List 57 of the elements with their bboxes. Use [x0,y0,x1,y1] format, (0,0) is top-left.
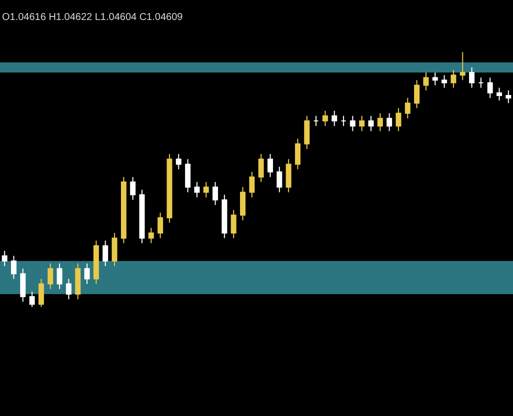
candlestick [286,158,292,193]
candlestick [432,72,438,86]
candlestick [120,176,126,244]
candlestick [240,186,246,221]
candlestick [230,210,236,239]
candlestick [423,72,429,91]
candlestick [377,112,383,132]
candlestick [304,115,310,150]
candlestick [404,98,410,119]
candlestick [313,115,319,127]
candlestick [29,291,35,308]
candlestick [139,189,145,244]
candlestick [396,108,402,132]
candlestick [268,154,273,178]
candlestick [75,263,81,300]
candlestick [84,263,90,284]
candlestick [222,194,228,239]
candlestick [350,115,356,132]
candlestick [469,66,475,88]
candlestick [478,77,484,88]
candlestick [93,240,99,284]
candlestick [158,212,164,239]
candlestick [276,166,282,193]
candlestick [203,182,209,198]
candlestick [332,110,338,127]
candlestick [442,74,448,88]
candlestick [496,87,502,102]
candlestick [56,263,62,290]
candlestick [506,90,512,104]
candlestick [212,182,218,206]
candlestick [66,278,72,300]
candlestick [102,240,108,267]
candlestick [185,158,191,193]
candlestick [112,232,118,267]
candlestick [130,176,136,200]
candlestick [460,52,466,81]
candlestick [20,268,26,302]
candlestick [450,69,456,88]
candlestick [2,250,8,267]
candlestick [414,80,420,109]
candlestick [294,138,300,170]
candlestick [249,171,255,198]
candlestick [386,112,392,132]
candlestick [340,115,346,127]
candlestick [258,154,264,183]
candlestick [487,77,493,98]
candlestick [322,110,328,127]
candlestick [359,115,365,132]
text: O1.04616 H1.04622 L1.04604 C1.04609 [2,12,184,23]
candlestick [176,154,182,170]
candlestick [11,255,16,280]
candlestick [194,182,200,198]
candlestick [368,115,374,132]
candlestick [38,278,44,308]
candlestick [166,154,172,224]
candlestick [148,227,154,244]
candlestick [48,263,54,290]
